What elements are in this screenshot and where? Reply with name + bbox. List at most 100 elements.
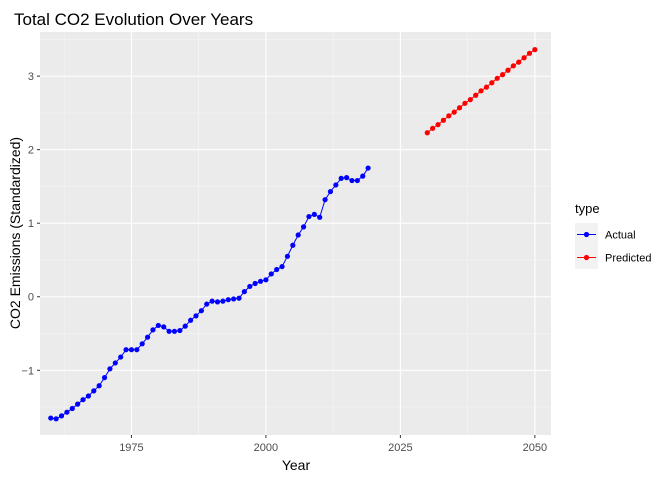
data-point-actual — [247, 283, 253, 290]
grid-lines — [40, 32, 551, 435]
data-point-actual — [85, 393, 92, 399]
data-point-actual — [69, 405, 75, 412]
x-tick-label: 2050 — [523, 442, 547, 454]
data-point-predicted — [489, 80, 495, 86]
data-point-actual — [365, 165, 371, 171]
data-point-actual — [231, 296, 237, 302]
data-point-actual — [220, 298, 226, 304]
x-axis-ticks: 1975 2000 2025 2050 — [119, 435, 547, 454]
data-point-actual — [128, 347, 135, 353]
data-series — [48, 47, 538, 422]
data-point-actual — [354, 177, 360, 184]
data-point-predicted — [505, 67, 511, 73]
data-point-predicted — [526, 50, 533, 56]
data-point-actual — [58, 413, 65, 419]
data-point-actual — [317, 214, 323, 220]
data-point-predicted — [521, 55, 527, 61]
legend-item-actual: Actual — [575, 223, 636, 246]
data-point-predicted — [456, 105, 463, 111]
data-point-actual — [53, 416, 59, 422]
y-axis-title: CO2 Emissions (Standardized) — [7, 137, 23, 329]
data-point-actual — [112, 360, 118, 366]
data-point-actual — [118, 354, 124, 360]
data-point-actual — [257, 278, 264, 284]
x-tick-label: 2025 — [388, 442, 412, 454]
data-point-predicted — [435, 122, 441, 128]
x-axis-title: Year — [282, 457, 311, 473]
data-point-actual — [333, 182, 339, 188]
data-point-predicted — [516, 59, 522, 65]
x-tick-label: 2000 — [254, 442, 278, 454]
data-point-actual — [236, 295, 242, 301]
data-point-actual — [274, 266, 280, 273]
data-point-actual — [327, 188, 334, 195]
data-point-predicted — [451, 109, 457, 115]
y-axis-ticks: −1 0 1 2 3 — [21, 71, 40, 377]
y-tick-label: 3 — [28, 71, 34, 83]
data-point-actual — [80, 397, 86, 403]
data-point-predicted — [446, 113, 452, 119]
data-point-predicted — [473, 92, 479, 98]
data-point-actual — [295, 232, 301, 238]
legend-title: type — [575, 201, 600, 216]
data-point-actual — [188, 317, 194, 323]
data-point-predicted — [478, 88, 484, 94]
data-point-actual — [360, 173, 366, 179]
data-point-actual — [214, 299, 221, 305]
data-point-actual — [182, 323, 188, 329]
legend-item-predicted: Predicted — [575, 246, 651, 269]
legend-point-actual — [583, 231, 590, 238]
legend: type Actual Predicted — [575, 201, 651, 269]
y-tick-label: 0 — [28, 292, 34, 304]
series-actual — [48, 165, 371, 422]
data-point-actual — [139, 341, 145, 347]
data-point-actual — [344, 175, 350, 181]
legend-label-predicted: Predicted — [605, 253, 651, 265]
data-point-predicted — [424, 130, 430, 136]
data-point-actual — [284, 253, 291, 259]
data-point-predicted — [499, 72, 506, 78]
data-point-predicted — [430, 125, 436, 131]
data-point-predicted — [494, 75, 500, 81]
data-point-predicted — [462, 100, 468, 106]
data-point-actual — [171, 328, 178, 334]
data-point-actual — [311, 211, 317, 217]
chart-title: Total CO2 Evolution Over Years — [14, 10, 253, 29]
data-point-predicted — [467, 97, 473, 103]
data-point-actual — [252, 280, 258, 287]
data-point-actual — [75, 401, 81, 407]
data-point-actual — [144, 334, 151, 340]
plot-panel — [40, 32, 551, 435]
data-point-actual — [101, 375, 108, 381]
y-tick-label: 1 — [28, 218, 34, 230]
data-point-actual — [290, 242, 296, 248]
data-point-actual — [279, 263, 285, 270]
data-point-actual — [338, 175, 344, 181]
data-point-actual — [64, 409, 70, 415]
x-tick-label: 1975 — [119, 442, 143, 454]
legend-point-predicted — [583, 254, 590, 261]
y-tick-label: −1 — [21, 365, 34, 377]
data-point-actual — [123, 347, 129, 353]
data-point-predicted — [440, 117, 447, 123]
data-point-actual — [91, 388, 97, 394]
data-point-actual — [193, 313, 199, 319]
data-point-actual — [161, 324, 167, 330]
data-point-actual — [263, 277, 269, 283]
data-point-actual — [198, 308, 204, 314]
data-point-actual — [225, 297, 231, 303]
data-point-predicted — [532, 47, 538, 53]
data-point-actual — [134, 347, 140, 353]
data-point-predicted — [510, 63, 516, 69]
y-tick-label: 2 — [28, 145, 34, 157]
data-point-actual — [166, 328, 172, 334]
data-point-actual — [150, 327, 156, 333]
data-point-actual — [241, 288, 247, 295]
data-point-actual — [209, 298, 215, 304]
data-point-actual — [96, 383, 102, 389]
data-point-actual — [322, 197, 328, 203]
legend-label-actual: Actual — [605, 230, 636, 242]
data-point-actual — [268, 271, 274, 277]
data-point-actual — [155, 322, 161, 329]
